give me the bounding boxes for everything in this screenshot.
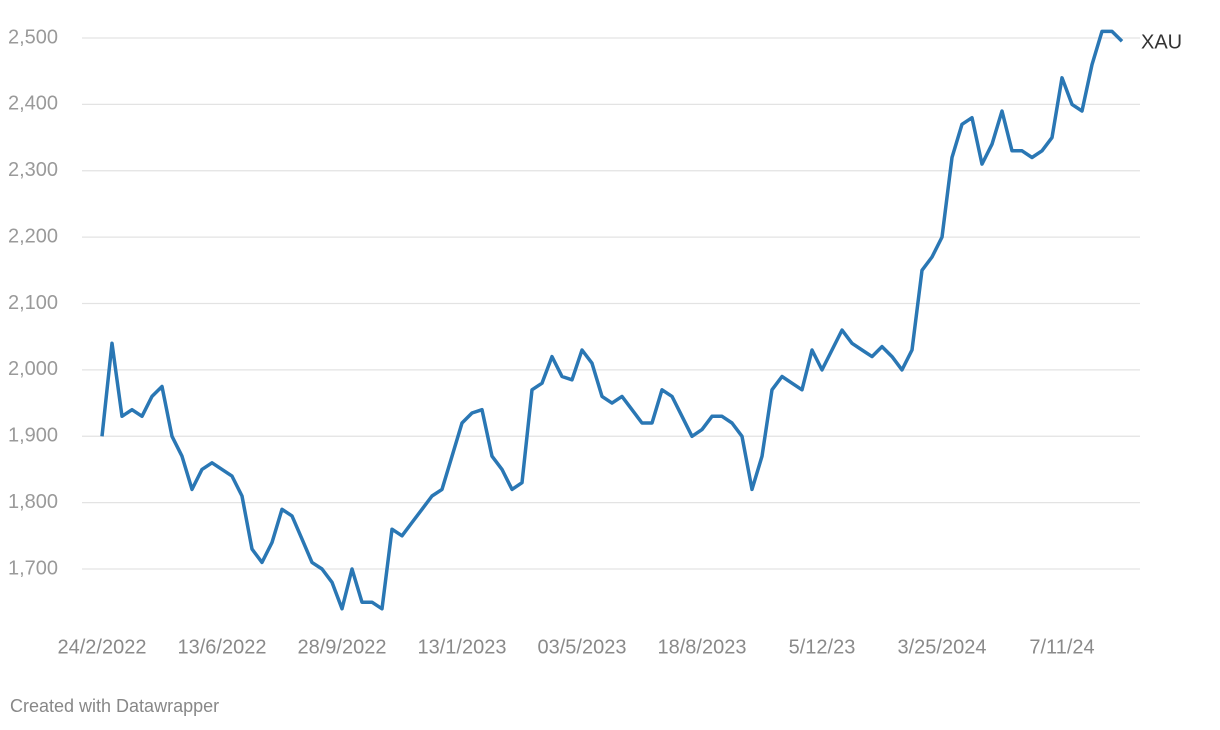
- y-tick-label: 2,000: [8, 358, 58, 380]
- x-tick-label: 13/1/2023: [418, 636, 507, 658]
- x-tick-label: 03/5/2023: [538, 636, 627, 658]
- x-tick-label: 28/9/2022: [298, 636, 387, 658]
- y-tick-label: 2,200: [8, 225, 58, 247]
- x-tick-label: 24/2/2022: [58, 636, 147, 658]
- y-tick-label: 1,800: [8, 491, 58, 513]
- series-label: XAU: [1141, 31, 1182, 53]
- x-tick-label: 3/25/2024: [898, 636, 987, 658]
- credit: Created with Datawrapper: [10, 696, 219, 716]
- y-tick-label: 1,700: [8, 557, 58, 579]
- x-tick-label: 7/11/24: [1029, 636, 1094, 658]
- x-tick-label: 5/12/23: [789, 636, 856, 658]
- y-tick-label: 2,100: [8, 292, 58, 314]
- y-tick-label: 1,900: [8, 425, 58, 447]
- y-tick-label: 2,500: [8, 26, 58, 48]
- y-tick-label: 2,400: [8, 93, 58, 115]
- line: [100, 29, 1124, 611]
- x-tick-label: 13/6/2022: [178, 636, 267, 658]
- y-tick-label: 2,300: [8, 159, 58, 181]
- x-tick-label: 18/8/2023: [658, 636, 747, 658]
